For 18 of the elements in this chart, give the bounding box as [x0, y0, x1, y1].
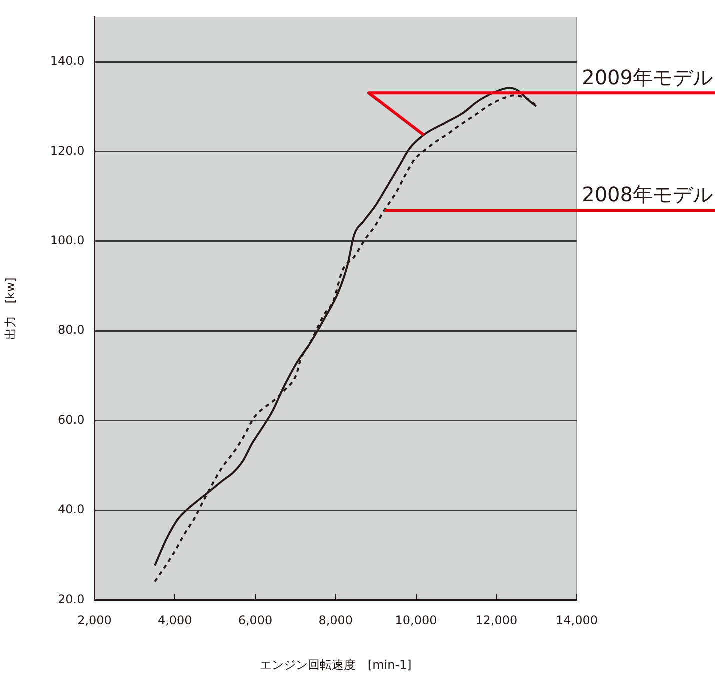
y-tick-label: 120.0 — [50, 144, 85, 158]
x-tick-label: 6,000 — [238, 614, 273, 628]
y-tick-label: 40.0 — [58, 502, 85, 517]
y-tick-label: 80.0 — [58, 323, 85, 338]
y-tick-label: 140.0 — [50, 54, 85, 68]
y-tick-label: 60.0 — [58, 412, 85, 427]
x-tick-label: 8,000 — [318, 614, 354, 628]
x-tick-label: 12,000 — [476, 614, 518, 628]
x-tick-label: 2,000 — [78, 614, 112, 628]
y-tick-label: 20.0 — [58, 592, 85, 606]
x-axis-title: エンジン回転速度 [min-1] — [260, 658, 412, 672]
x-tick-label: 10,000 — [395, 614, 438, 628]
y-axis-title: 出力 [kw] — [3, 278, 18, 340]
text: 2009年モデル — [582, 65, 713, 90]
text: 2008年モデル — [582, 182, 713, 207]
y-tick-label: 100.0 — [50, 234, 85, 248]
x-tick-label: 14,000 — [556, 614, 598, 628]
x-tick-label: 4,000 — [158, 614, 192, 628]
